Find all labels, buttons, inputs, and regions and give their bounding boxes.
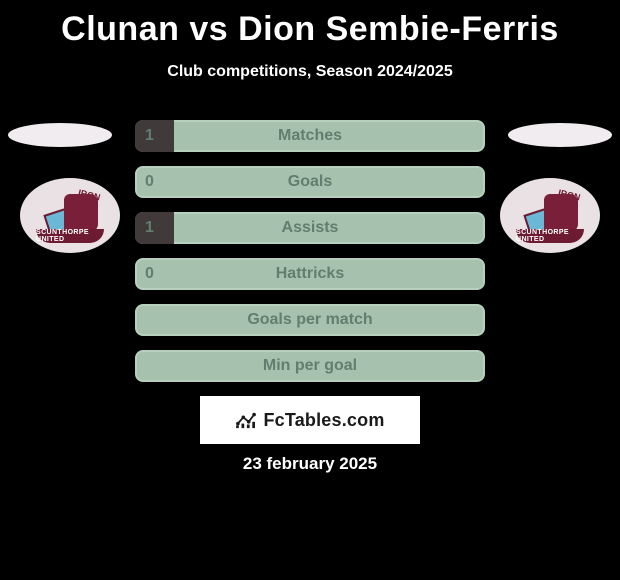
club-crest-left: IRON SCUNTHORPE UNITED	[20, 178, 120, 253]
crest-fist-icon	[544, 194, 578, 232]
bar-row: 0Hattricks	[135, 258, 485, 290]
bar-row: Min per goal	[135, 350, 485, 382]
bar-row: 1Assists	[135, 212, 485, 244]
bar-label: Hattricks	[135, 258, 485, 290]
bar-row: 0Goals	[135, 166, 485, 198]
page-title: Clunan vs Dion Sembie-Ferris	[0, 0, 620, 49]
brand-text: FcTables.com	[263, 410, 384, 431]
page-subtitle: Club competitions, Season 2024/2025	[0, 63, 620, 81]
crest-ribbon-text: SCUNTHORPE UNITED	[36, 229, 104, 243]
crest-fist-icon	[64, 194, 98, 232]
bar-row: 1Matches	[135, 120, 485, 152]
brand-chart-icon	[235, 411, 257, 429]
club-crest-right: IRON SCUNTHORPE UNITED	[500, 178, 600, 253]
crest-ribbon-text: SCUNTHORPE UNITED	[516, 229, 584, 243]
bar-label: Goals	[135, 166, 485, 198]
crest-inner: IRON SCUNTHORPE UNITED	[512, 184, 588, 247]
crest-inner: IRON SCUNTHORPE UNITED	[32, 184, 108, 247]
footer-date: 23 february 2025	[0, 454, 620, 474]
player-oval-right	[508, 123, 612, 147]
bar-label: Matches	[135, 120, 485, 152]
brand-box: FcTables.com	[200, 396, 420, 444]
bar-label: Goals per match	[135, 304, 485, 336]
player-oval-left	[8, 123, 112, 147]
bar-label: Assists	[135, 212, 485, 244]
crest-ribbon: SCUNTHORPE UNITED	[516, 229, 584, 243]
bar-label: Min per goal	[135, 350, 485, 382]
comparison-bars: 1Matches 0Goals 1Assists 0Hattricks Goals pe…	[135, 120, 485, 396]
crest-ribbon: SCUNTHORPE UNITED	[36, 229, 104, 243]
bar-row: Goals per match	[135, 304, 485, 336]
